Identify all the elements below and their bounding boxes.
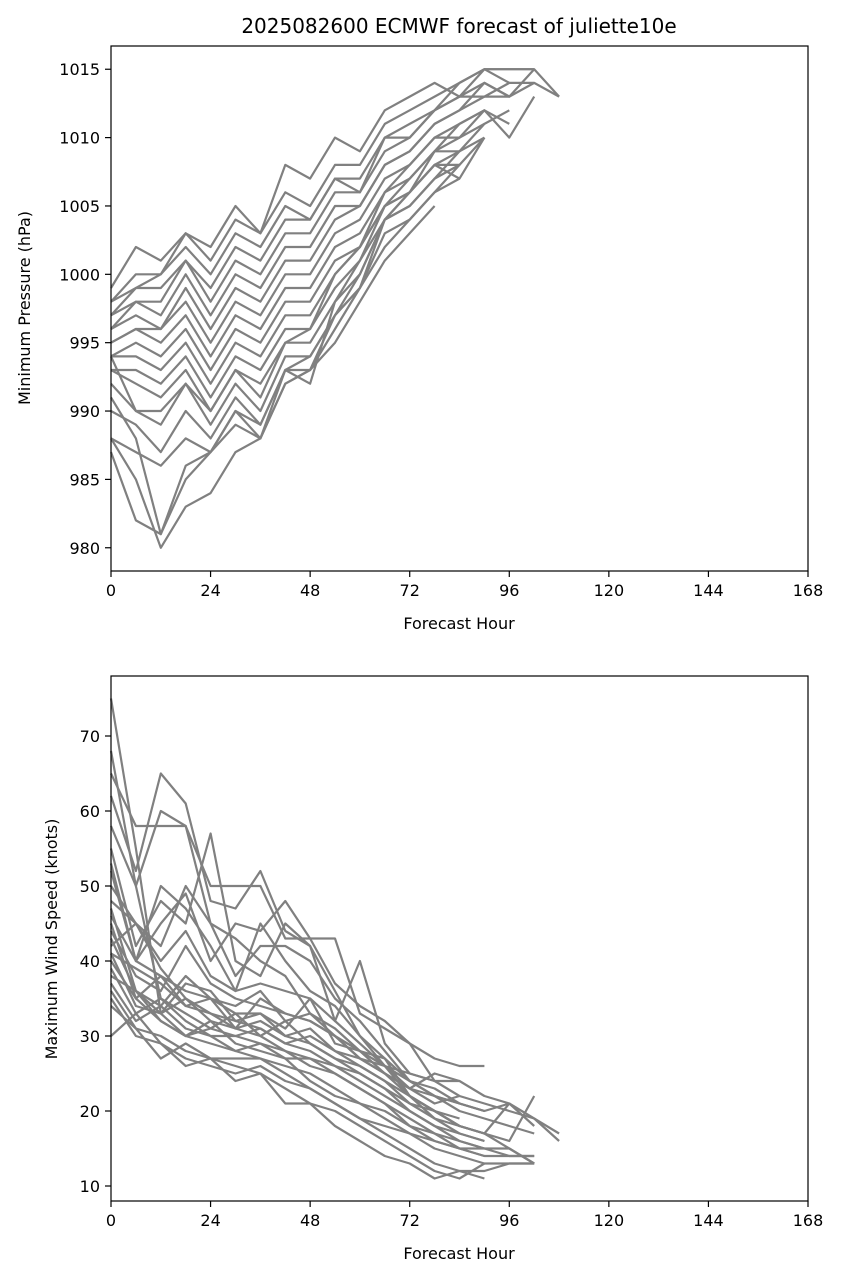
wind-y-tick-label: 20 (80, 1102, 100, 1121)
pressure-series-m19 (110, 150, 460, 536)
pressure-x-tick-label: 120 (594, 581, 625, 600)
wind-y-tick-label: 10 (80, 1177, 100, 1196)
pressure-y-tick-label: 1000 (59, 265, 100, 284)
wind-series-m18 (110, 990, 535, 1165)
pressure-y-axis-label: Minimum Pressure (hPa) (15, 211, 34, 405)
wind-x-tick-label: 24 (200, 1211, 220, 1230)
wind-y-ticks: 10 20 30 40 50 60 70 (80, 727, 111, 1196)
pressure-y-tick-label: 1015 (59, 60, 100, 79)
wind-series-m17 (110, 982, 485, 1158)
pressure-y-tick-label: 985 (69, 470, 100, 489)
pressure-x-tick-label: 24 (200, 581, 220, 600)
wind-series-m21 (110, 1012, 485, 1180)
pressure-panel: 0 24 48 72 96 120 144 168 980 985 990 995 1000 1005 1… (15, 45, 823, 633)
pressure-y-tick-label: 1010 (59, 129, 100, 148)
pressure-series-m8 (110, 109, 510, 344)
pressure-x-ticks: 0 24 48 72 96 120 144 168 (106, 571, 823, 600)
pressure-lines (109, 68, 560, 549)
pressure-series-m7 (110, 81, 510, 331)
wind-y-tick-label: 30 (80, 1027, 100, 1046)
pressure-x-tick-label: 72 (400, 581, 420, 600)
pressure-x-tick-label: 96 (499, 581, 519, 600)
wind-series-m26 (110, 952, 485, 1113)
pressure-series-m4 (110, 68, 536, 317)
pressure-y-tick-label: 980 (69, 539, 100, 558)
wind-x-tick-label: 168 (793, 1211, 824, 1230)
wind-series-m23 (109, 908, 460, 1090)
figure-title: 2025082600 ECMWF forecast of juliette10e (241, 14, 676, 38)
wind-x-tick-label: 72 (400, 1211, 420, 1230)
wind-x-tick-label: 48 (300, 1211, 320, 1230)
pressure-series-m10 (110, 122, 485, 372)
wind-series-m5 (109, 809, 485, 1068)
pressure-series-m20 (109, 96, 536, 413)
pressure-y-tick-label: 995 (69, 334, 100, 353)
pressure-y-ticks: 980 985 990 995 1000 1005 1010 1015 (59, 60, 111, 558)
wind-series-m24 (109, 923, 535, 1158)
wind-y-tick-label: 40 (80, 952, 100, 971)
pressure-axes-frame (110, 45, 809, 572)
wind-y-axis-label: Maximum Wind Speed (knots) (42, 819, 61, 1060)
wind-series-m19 (110, 997, 535, 1173)
pressure-y-tick-label: 1005 (59, 197, 100, 216)
wind-y-tick-label: 60 (80, 802, 100, 821)
wind-series-m7 (109, 870, 560, 1142)
pressure-y-tick-label: 990 (69, 402, 100, 421)
pressure-series-m2 (110, 68, 560, 303)
pressure-series-m18 (110, 137, 486, 549)
wind-series-m3 (110, 773, 485, 1113)
wind-series-m14 (110, 960, 511, 1135)
wind-series-m20 (110, 1005, 485, 1180)
pressure-x-tick-label: 0 (106, 581, 116, 600)
wind-panel: 0 24 48 72 96 120 144 168 10 20 30 40 50 60 70 Foreca… (42, 675, 823, 1263)
wind-lines (109, 698, 560, 1180)
wind-x-ticks: 0 24 48 72 96 120 144 168 (106, 1201, 823, 1230)
wind-axes-frame (110, 675, 809, 1202)
pressure-series-m14 (110, 164, 461, 426)
pressure-series-m13 (110, 136, 485, 413)
pressure-series-m5 (110, 81, 535, 317)
wind-series-m25 (109, 863, 535, 1135)
wind-y-tick-label: 70 (80, 727, 100, 746)
pressure-x-axis-label: Forecast Hour (403, 614, 515, 633)
wind-x-tick-label: 96 (499, 1211, 519, 1230)
wind-y-tick-label: 50 (80, 877, 100, 896)
pressure-x-tick-label: 144 (693, 581, 724, 600)
pressure-x-tick-label: 48 (300, 581, 320, 600)
wind-x-tick-label: 120 (594, 1211, 625, 1230)
pressure-x-tick-label: 168 (793, 581, 824, 600)
pressure-series-m11 (111, 109, 510, 385)
wind-x-axis-label: Forecast Hour (403, 1244, 515, 1263)
wind-x-tick-label: 144 (693, 1211, 724, 1230)
wind-x-tick-label: 0 (106, 1211, 116, 1230)
wind-series-m2 (109, 750, 535, 1165)
